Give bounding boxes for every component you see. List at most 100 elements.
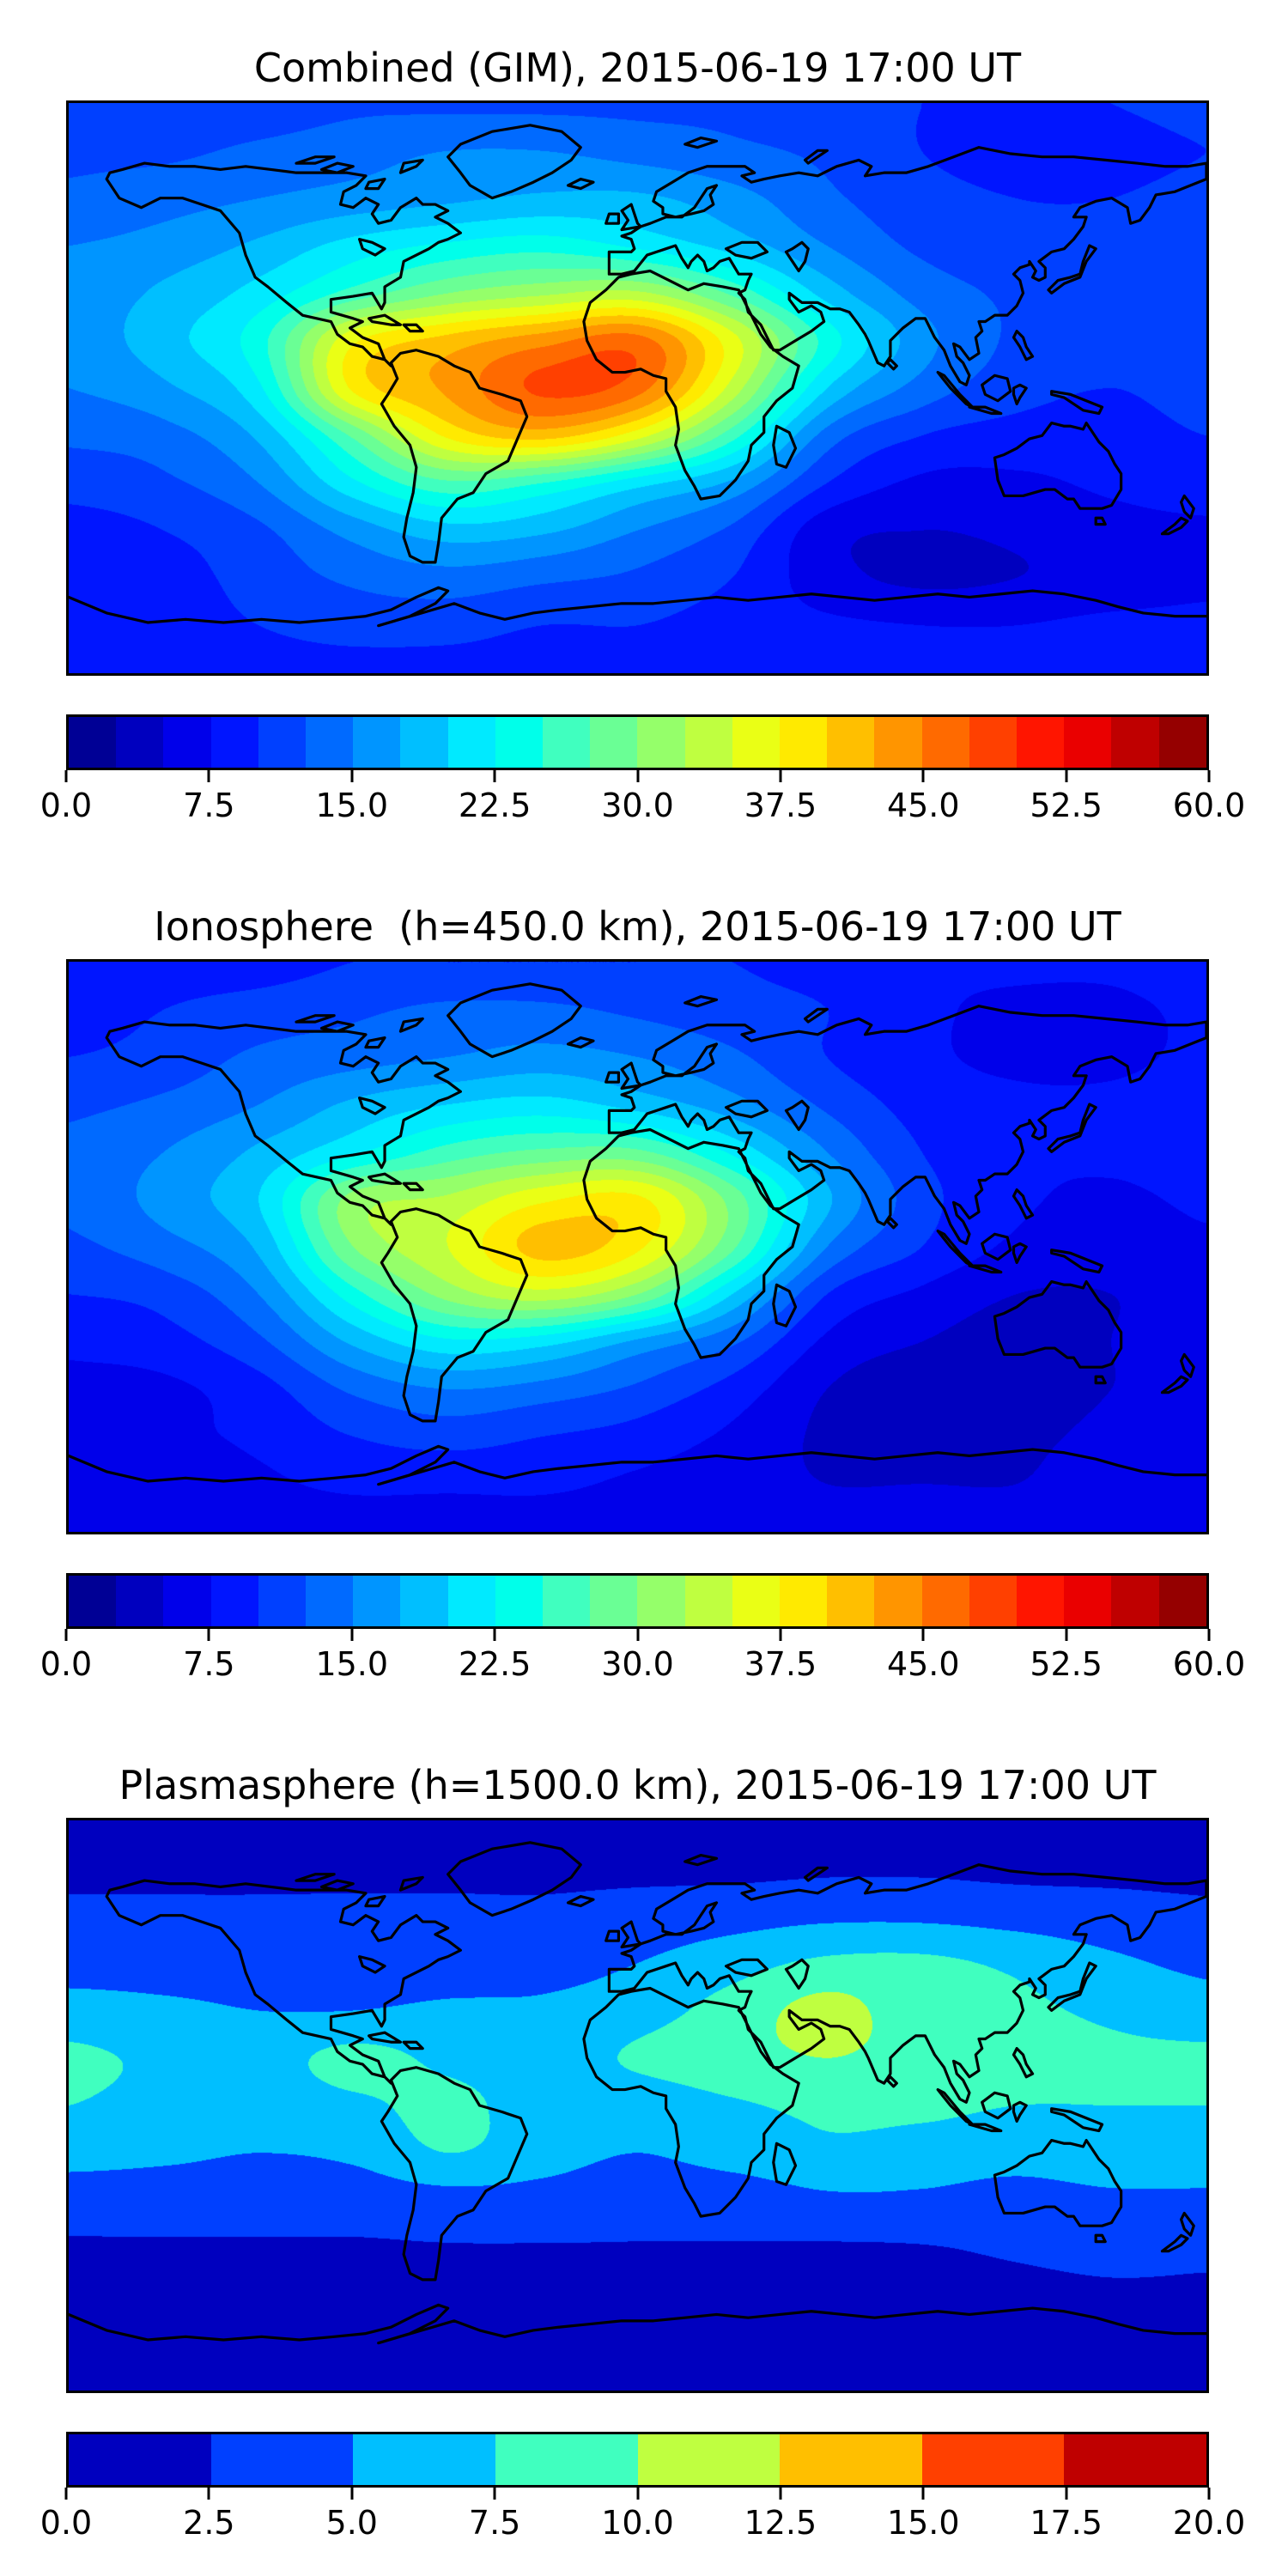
colorbar-segment [1017,1576,1065,1626]
colorbar-tick-label: 45.0 [886,1645,960,1683]
colorbar-tick-label: 17.5 [1030,2504,1103,2542]
colorbar-segment [590,717,638,768]
colorbar-tick-label: 45.0 [886,787,960,824]
colorbar-gradient [69,2434,1206,2485]
colorbar-segment [1064,2434,1206,2485]
colorbar-tick [350,770,354,782]
colorbar-tick [350,1629,354,1641]
colorbar-segment [495,1576,544,1626]
colorbar-segment [921,717,969,768]
colorbar-tick [207,2488,210,2500]
colorbar-segment [637,2434,781,2485]
colorbar-segment [543,1576,591,1626]
colorbar-segment [1111,717,1159,768]
colorbar-tick-label: 15.0 [315,787,389,824]
colorbar-tick-label: 30.0 [601,1645,674,1683]
colorbar-tick [64,770,68,782]
colorbar-segment [447,717,495,768]
colorbar-segment [590,1576,638,1626]
colorbar-segment [1017,717,1065,768]
colorbar-tick-label: 60.0 [1172,1645,1246,1683]
colorbar-segment [874,1576,922,1626]
map-ionosphere [66,959,1209,1534]
colorbar-tick [636,2488,639,2500]
colorbar-tick-label: 2.5 [183,2504,235,2542]
colorbar-tick-label: 5.0 [325,2504,378,2542]
contour-field-canvas [69,1820,1206,2391]
colorbar-tick-label: 60.0 [1172,787,1246,824]
colorbar-segment [258,1576,307,1626]
colorbar-tick [64,1629,68,1641]
panel-title: Combined (GIM), 2015-06-19 17:00 UT [253,45,1022,91]
colorbar-segment [306,717,354,768]
colorbar-label-row: 0.0 2.5 5.0 7.5 10.0 12.5 15.0 17.5 20.0 [40,2504,1246,2547]
colorbar-tick [1207,770,1211,782]
coastline-path [69,984,1206,1485]
colorbar-segment [210,2434,354,2485]
colorbar-tick [636,770,639,782]
colorbar-segment [163,1576,211,1626]
colorbar-tick-label: 30.0 [601,787,674,824]
coastlines-overlay [69,103,1206,673]
colorbar-tick-label: 10.0 [601,2504,674,2542]
colorbar-segment [827,717,875,768]
colorbar-tick-label: 7.5 [183,1645,235,1683]
colorbar [66,1573,1209,1629]
panel-combined-gim: Combined (GIM), 2015-06-19 17:00 UT 0.0 7… [0,0,1288,859]
colorbar-tick [921,770,925,782]
colorbar-tick-label: 52.5 [1030,787,1103,824]
colorbar-segment [921,1576,969,1626]
colorbar-segment [1064,1576,1112,1626]
colorbar-segment [780,1576,828,1626]
colorbar-tick [493,1629,496,1641]
colorbar-segment [637,1576,685,1626]
colorbar-segment [353,2434,495,2485]
colorbar-segment [684,717,732,768]
colorbar-tick-label: 37.5 [744,1645,817,1683]
colorbar-tick-label: 0.0 [39,1645,93,1683]
colorbar-segment [921,2434,1065,2485]
colorbar-tick-label: 22.5 [458,1645,532,1683]
colorbar-segment [969,717,1018,768]
coastline-path [69,1843,1206,2343]
colorbar-segment [780,2434,922,2485]
colorbar-segment [163,717,211,768]
colorbar-tick [350,2488,354,2500]
coastlines-overlay [69,1820,1206,2391]
colorbar-tick [779,1629,782,1641]
colorbar-tick [207,1629,210,1641]
colorbar-label-row: 0.0 7.5 15.0 22.5 30.0 37.5 45.0 52.5 60.0 [40,1645,1246,1688]
colorbar-tick [493,2488,496,2500]
colorbar-segment [353,1576,401,1626]
colorbar-segment [969,1576,1018,1626]
panel-ionosphere: Ionosphere (h=450.0 km), 2015-06-19 17:0… [0,859,1288,1717]
colorbar-segment [447,1576,495,1626]
colorbar-segment [874,717,922,768]
panel-title: Ionosphere (h=450.0 km), 2015-06-19 17:0… [154,903,1121,950]
colorbar-segment [1111,1576,1159,1626]
colorbar-tick [779,770,782,782]
colorbar-tick [64,2488,68,2500]
panel-plasmasphere: Plasmasphere (h=1500.0 km), 2015-06-19 1… [0,1717,1288,2576]
colorbar-tick-label: 22.5 [458,787,532,824]
colorbar-tick-label: 7.5 [468,2504,521,2542]
colorbar-segment [1158,717,1206,768]
map-plasmasphere [66,1818,1209,2393]
colorbar-tick-label: 37.5 [744,787,817,824]
panel-title: Plasmasphere (h=1500.0 km), 2015-06-19 1… [118,1762,1157,1808]
colorbar-segment [116,1576,164,1626]
colorbar-tick [636,1629,639,1641]
colorbar-segment [780,717,828,768]
colorbar-tick [493,770,496,782]
contour-field-canvas [69,962,1206,1532]
colorbar-segment [69,717,117,768]
colorbar-tick [779,2488,782,2500]
colorbar-segment [1158,1576,1206,1626]
colorbar-segment [495,717,544,768]
colorbar-tick-row [64,770,1211,782]
colorbar-segment [210,717,258,768]
colorbar-segment [69,2434,211,2485]
colorbar-tick [1065,1629,1068,1641]
colorbar-segment [353,717,401,768]
colorbar [66,2432,1209,2488]
